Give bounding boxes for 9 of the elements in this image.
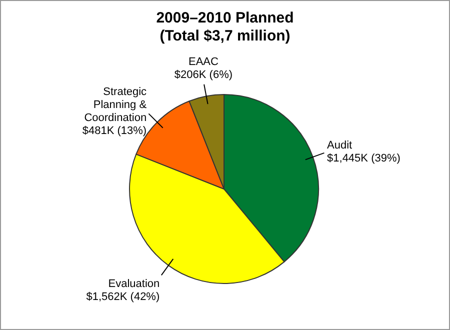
chart-title: 2009–2010 Planned (Total $3,7 million) [156,10,294,45]
slice-label: Audit [327,139,352,152]
slice-label: Strategic Planning & Coordination [84,86,148,124]
data-label: $206K (6%) [174,68,233,81]
slice-label: EAAC [188,56,219,68]
data-label: $481K (13%) [82,125,147,138]
data-label: $1,562K (42%) [86,291,160,304]
data-label: $1,445K (39%) [327,152,400,164]
slice-label: Evaluation [108,278,160,290]
